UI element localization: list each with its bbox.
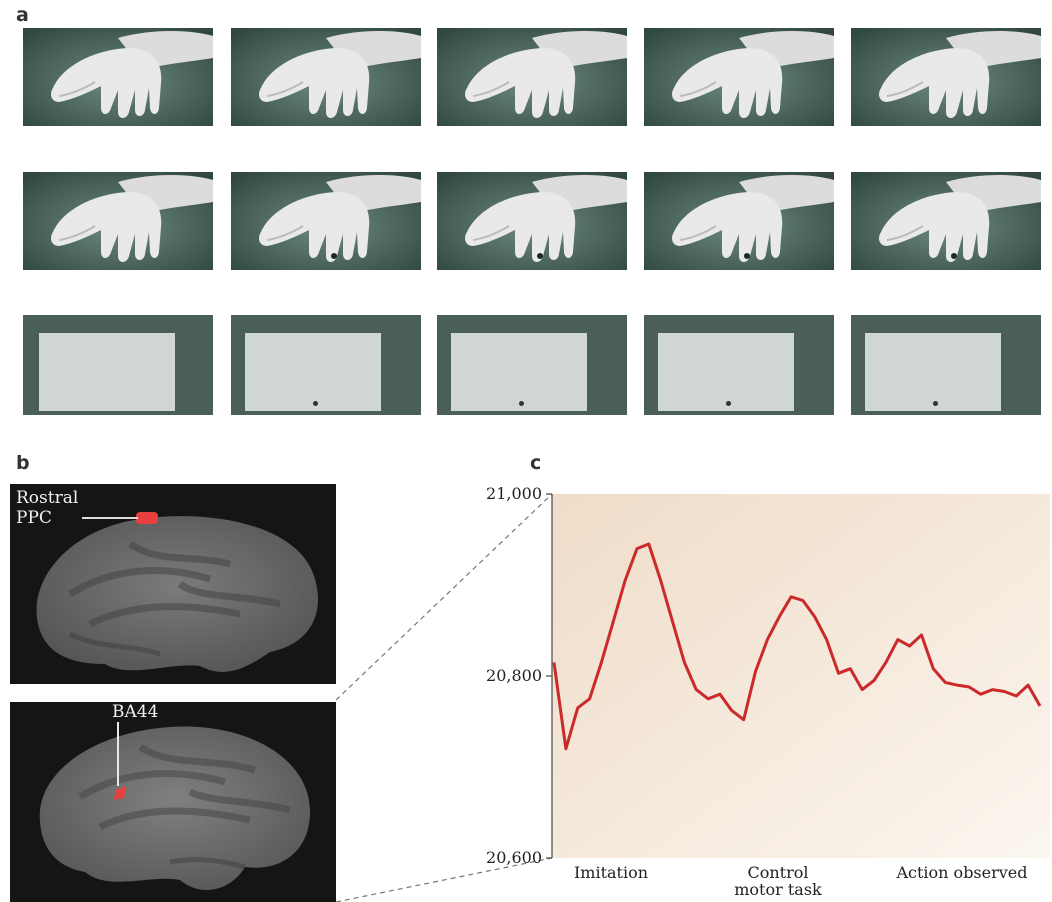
x-axis-label-line1: Imitation [573, 863, 649, 882]
cue-dot [933, 401, 938, 406]
chart-background [552, 494, 1050, 858]
brain-scan-rostral-ppc: Rostral PPC [10, 484, 336, 684]
cue-dot [313, 401, 318, 406]
panel-label-b: b [16, 452, 30, 474]
y-tick-label: 21,000 [486, 484, 542, 503]
x-axis-label: Action observed [882, 864, 1042, 881]
y-tick-label: 20,800 [486, 666, 542, 685]
hand-frame [437, 28, 627, 126]
ba44-label: BA44 [112, 702, 159, 722]
rostral-ppc-label-line1: Rostral [16, 488, 79, 508]
screen-display [658, 333, 794, 411]
screen-frame [23, 315, 213, 415]
cue-dot [726, 401, 731, 406]
hand-frame [851, 172, 1041, 270]
hand-frame [23, 28, 213, 126]
panel-label-c: c [530, 452, 542, 474]
brain-scan-ba44: BA44 [10, 702, 336, 902]
x-axis-label-line2: motor task [734, 880, 822, 899]
hand-frame [851, 28, 1041, 126]
cue-dot [519, 401, 524, 406]
series-line [552, 542, 1042, 751]
x-axis-label: Control motor task [698, 864, 858, 898]
screen-display [245, 333, 381, 411]
panel-label-a: a [16, 4, 29, 26]
hand-frame [644, 28, 834, 126]
y-tick-label: 20,600 [486, 848, 542, 867]
rostral-ppc-label-line2: PPC [16, 508, 52, 528]
screen-display [451, 333, 587, 411]
x-axis-label-line1: Action observed [896, 863, 1028, 882]
ba44-highlight [114, 786, 126, 800]
screen-frame [644, 315, 834, 415]
hand-frame [644, 172, 834, 270]
screen-display [39, 333, 175, 411]
hand-frame [231, 28, 421, 126]
rostral-ppc-highlight [136, 512, 158, 524]
hand-frame [231, 172, 421, 270]
x-axis-label-line1: Control [747, 863, 809, 882]
screen-display [865, 333, 1001, 411]
screen-frame [851, 315, 1041, 415]
hand-frame [23, 172, 213, 270]
hand-frame [437, 172, 627, 270]
screen-frame [231, 315, 421, 415]
x-axis-label: Imitation [531, 864, 691, 881]
screen-frame [437, 315, 627, 415]
